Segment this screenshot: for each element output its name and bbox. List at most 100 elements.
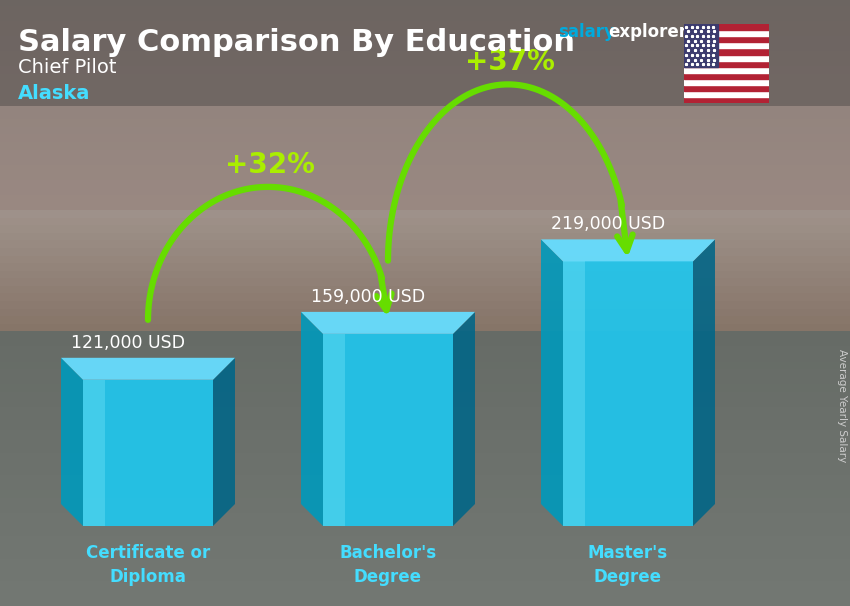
Bar bbox=[0, 438, 850, 447]
Bar bbox=[0, 316, 850, 326]
Bar bbox=[0, 392, 850, 402]
Bar bbox=[0, 445, 850, 454]
Polygon shape bbox=[453, 312, 475, 526]
Text: Certificate or
Diploma: Certificate or Diploma bbox=[86, 544, 210, 585]
Bar bbox=[0, 430, 850, 439]
Bar bbox=[0, 551, 850, 561]
Bar bbox=[0, 422, 850, 432]
Bar bbox=[0, 165, 850, 175]
Bar bbox=[684, 85, 769, 91]
Bar bbox=[0, 74, 850, 84]
Bar bbox=[684, 79, 769, 85]
Text: explorer: explorer bbox=[608, 23, 687, 41]
Text: 159,000 USD: 159,000 USD bbox=[311, 288, 425, 306]
Polygon shape bbox=[83, 380, 213, 526]
Bar bbox=[0, 293, 850, 303]
Polygon shape bbox=[323, 334, 345, 526]
Bar bbox=[0, 354, 850, 364]
Polygon shape bbox=[301, 312, 323, 526]
Bar bbox=[0, 505, 850, 515]
Bar bbox=[0, 271, 850, 280]
Bar bbox=[0, 81, 850, 91]
Bar bbox=[0, 589, 850, 599]
Polygon shape bbox=[301, 312, 475, 334]
Bar bbox=[0, 104, 850, 114]
Bar bbox=[0, 369, 850, 379]
Bar bbox=[0, 498, 850, 508]
Text: Master's
Degree: Master's Degree bbox=[588, 544, 668, 585]
Bar bbox=[0, 384, 850, 394]
Bar bbox=[684, 55, 769, 61]
Bar bbox=[684, 24, 769, 30]
Polygon shape bbox=[83, 380, 105, 526]
Bar bbox=[0, 0, 850, 8]
Bar bbox=[0, 331, 850, 341]
Bar bbox=[0, 377, 850, 387]
Bar bbox=[0, 559, 850, 568]
Bar bbox=[0, 490, 850, 500]
Text: Chief Pilot: Chief Pilot bbox=[18, 58, 116, 77]
Bar bbox=[684, 61, 769, 67]
Bar bbox=[0, 301, 850, 310]
Bar bbox=[0, 66, 850, 76]
Bar bbox=[684, 42, 769, 48]
Bar bbox=[0, 51, 850, 61]
Bar bbox=[0, 5, 850, 15]
Bar bbox=[0, 13, 850, 22]
Bar bbox=[684, 24, 718, 67]
Bar bbox=[0, 142, 850, 152]
Bar bbox=[684, 48, 769, 55]
Bar bbox=[0, 59, 850, 68]
Text: Alaska: Alaska bbox=[18, 84, 90, 103]
Bar bbox=[684, 67, 769, 73]
Bar bbox=[0, 233, 850, 242]
Bar bbox=[0, 119, 850, 128]
Text: Salary Comparison By Education: Salary Comparison By Education bbox=[18, 28, 575, 57]
Bar bbox=[0, 544, 850, 553]
Polygon shape bbox=[541, 239, 563, 526]
Bar bbox=[0, 528, 850, 538]
Bar bbox=[0, 566, 850, 576]
Polygon shape bbox=[693, 239, 715, 526]
Bar bbox=[0, 415, 850, 424]
Bar bbox=[0, 278, 850, 288]
Text: Average Yearly Salary: Average Yearly Salary bbox=[837, 350, 847, 462]
Polygon shape bbox=[323, 334, 453, 526]
Bar bbox=[0, 135, 850, 144]
Text: +32%: +32% bbox=[225, 151, 315, 179]
Bar bbox=[0, 286, 850, 296]
Bar bbox=[0, 339, 850, 348]
Bar bbox=[0, 513, 850, 522]
Bar bbox=[0, 596, 850, 606]
Bar bbox=[0, 36, 850, 45]
Text: salary: salary bbox=[558, 23, 615, 41]
Bar bbox=[0, 453, 850, 462]
Bar bbox=[0, 248, 850, 258]
Bar bbox=[0, 218, 850, 227]
Bar bbox=[0, 460, 850, 470]
Bar bbox=[0, 225, 850, 235]
Bar bbox=[0, 210, 850, 220]
Bar bbox=[0, 187, 850, 197]
Bar bbox=[0, 202, 850, 212]
Bar bbox=[684, 91, 769, 97]
Bar bbox=[0, 263, 850, 273]
Bar bbox=[0, 399, 850, 409]
Bar bbox=[0, 468, 850, 478]
Bar bbox=[0, 407, 850, 417]
Bar bbox=[0, 241, 850, 250]
Bar bbox=[0, 324, 850, 333]
Bar bbox=[0, 112, 850, 121]
Bar bbox=[0, 44, 850, 53]
Text: 219,000 USD: 219,000 USD bbox=[551, 215, 665, 233]
Bar bbox=[684, 97, 769, 103]
Bar bbox=[0, 256, 850, 265]
Bar bbox=[0, 521, 850, 530]
Bar bbox=[684, 73, 769, 79]
Bar bbox=[684, 30, 769, 36]
Polygon shape bbox=[213, 358, 235, 526]
Polygon shape bbox=[541, 239, 715, 261]
Bar bbox=[0, 195, 850, 204]
Bar bbox=[0, 574, 850, 583]
Polygon shape bbox=[61, 358, 83, 526]
